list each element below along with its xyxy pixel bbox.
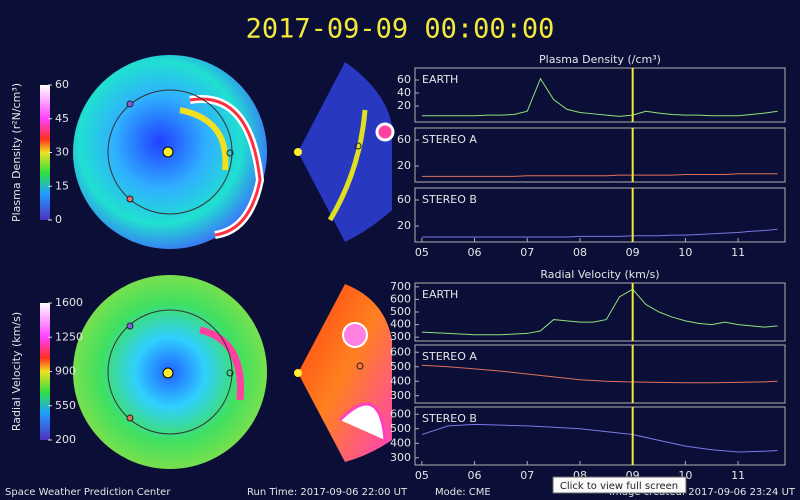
- colorbar-tick-label: 60: [55, 78, 69, 91]
- velocity-map: [73, 275, 392, 469]
- y-tick-label: 40: [397, 86, 411, 99]
- y-tick-label: 60: [397, 73, 411, 86]
- x-tick-label: 06: [468, 469, 482, 482]
- y-tick-label: 20: [397, 219, 411, 232]
- y-tick-label: 400: [390, 374, 411, 387]
- colorbar-tick-label: 550: [55, 399, 76, 412]
- y-tick-label: 600: [390, 292, 411, 305]
- x-tick-label: 07: [520, 246, 534, 259]
- panel-label: STEREO B: [422, 412, 477, 425]
- y-tick-label: 600: [390, 345, 411, 358]
- data-line: [421, 173, 778, 177]
- x-tick-label: 05: [415, 246, 429, 259]
- x-tick-label: 09: [626, 246, 640, 259]
- colorbar-label: Plasma Density (r²N/cm³): [10, 83, 23, 222]
- colorbar-tick-label: 200: [55, 433, 76, 446]
- panel-frame: [414, 344, 786, 404]
- panel-frame: [414, 406, 786, 466]
- panel-frame: [414, 282, 786, 342]
- y-tick-label: 500: [390, 422, 411, 435]
- y-tick-label: 400: [390, 318, 411, 331]
- y-tick-label: 500: [390, 360, 411, 373]
- panel-title: Plasma Density (/cm³): [539, 53, 661, 66]
- x-tick-label: 07: [520, 469, 534, 482]
- data-line: [421, 228, 778, 238]
- y-tick-label: 300: [390, 451, 411, 464]
- tooltip: Click to view full screen: [560, 481, 678, 492]
- x-tick-label: 08: [573, 246, 587, 259]
- y-tick-label: 20: [397, 159, 411, 172]
- density-colorbar: [40, 85, 50, 220]
- panel-label: STEREO A: [422, 350, 477, 363]
- colorbar-tick-label: 0: [55, 213, 62, 226]
- x-tick-label: 11: [731, 469, 745, 482]
- colorbar-label: Radial Velocity (km/s): [10, 312, 23, 431]
- y-tick-label: 500: [390, 305, 411, 318]
- footer-center: Space Weather Prediction Center: [5, 487, 171, 498]
- data-line: [421, 288, 778, 336]
- y-tick-label: 60: [397, 193, 411, 206]
- run-time: Run Time: 2017-09-06 22:00 UT: [247, 487, 408, 498]
- panel-label: EARTH: [422, 288, 458, 301]
- colorbar-tick-label: 45: [55, 112, 69, 125]
- tooltip-box: [552, 476, 687, 494]
- panel-label: STEREO A: [422, 133, 477, 146]
- velocity-colorbar: [40, 303, 50, 440]
- y-tick-label: 60: [397, 133, 411, 146]
- density-map: [73, 55, 395, 249]
- data-line: [421, 77, 778, 117]
- x-tick-label: 10: [678, 246, 692, 259]
- y-tick-label: 400: [390, 436, 411, 449]
- y-tick-label: 300: [390, 389, 411, 402]
- page-title: 2017-09-09 00:00:00: [246, 14, 555, 45]
- y-tick-label: 300: [390, 330, 411, 343]
- data-line: [421, 364, 778, 384]
- colorbar-tick-label: 1250: [55, 330, 83, 343]
- x-tick-label: 11: [731, 246, 745, 259]
- data-line: [421, 423, 778, 453]
- colorbar-tick-label: 1600: [55, 296, 83, 309]
- y-tick-label: 20: [397, 99, 411, 112]
- image-created: Image created: 2017-09-06 23:24 UT: [609, 487, 796, 498]
- panel-label: EARTH: [422, 73, 458, 86]
- colorbar-tick-label: 900: [55, 365, 76, 378]
- panel-label: STEREO B: [422, 193, 477, 206]
- panel-frame: [414, 67, 786, 123]
- x-tick-label: 05: [415, 469, 429, 482]
- panel-title: Radial Velocity (km/s): [540, 268, 659, 281]
- colorbar-tick-label: 15: [55, 179, 69, 192]
- mode: Mode: CME: [435, 487, 491, 498]
- panel-frame: [414, 127, 786, 183]
- x-tick-label: 06: [468, 246, 482, 259]
- y-tick-label: 700: [390, 280, 411, 293]
- colorbar-tick-label: 30: [55, 146, 69, 159]
- y-tick-label: 600: [390, 407, 411, 420]
